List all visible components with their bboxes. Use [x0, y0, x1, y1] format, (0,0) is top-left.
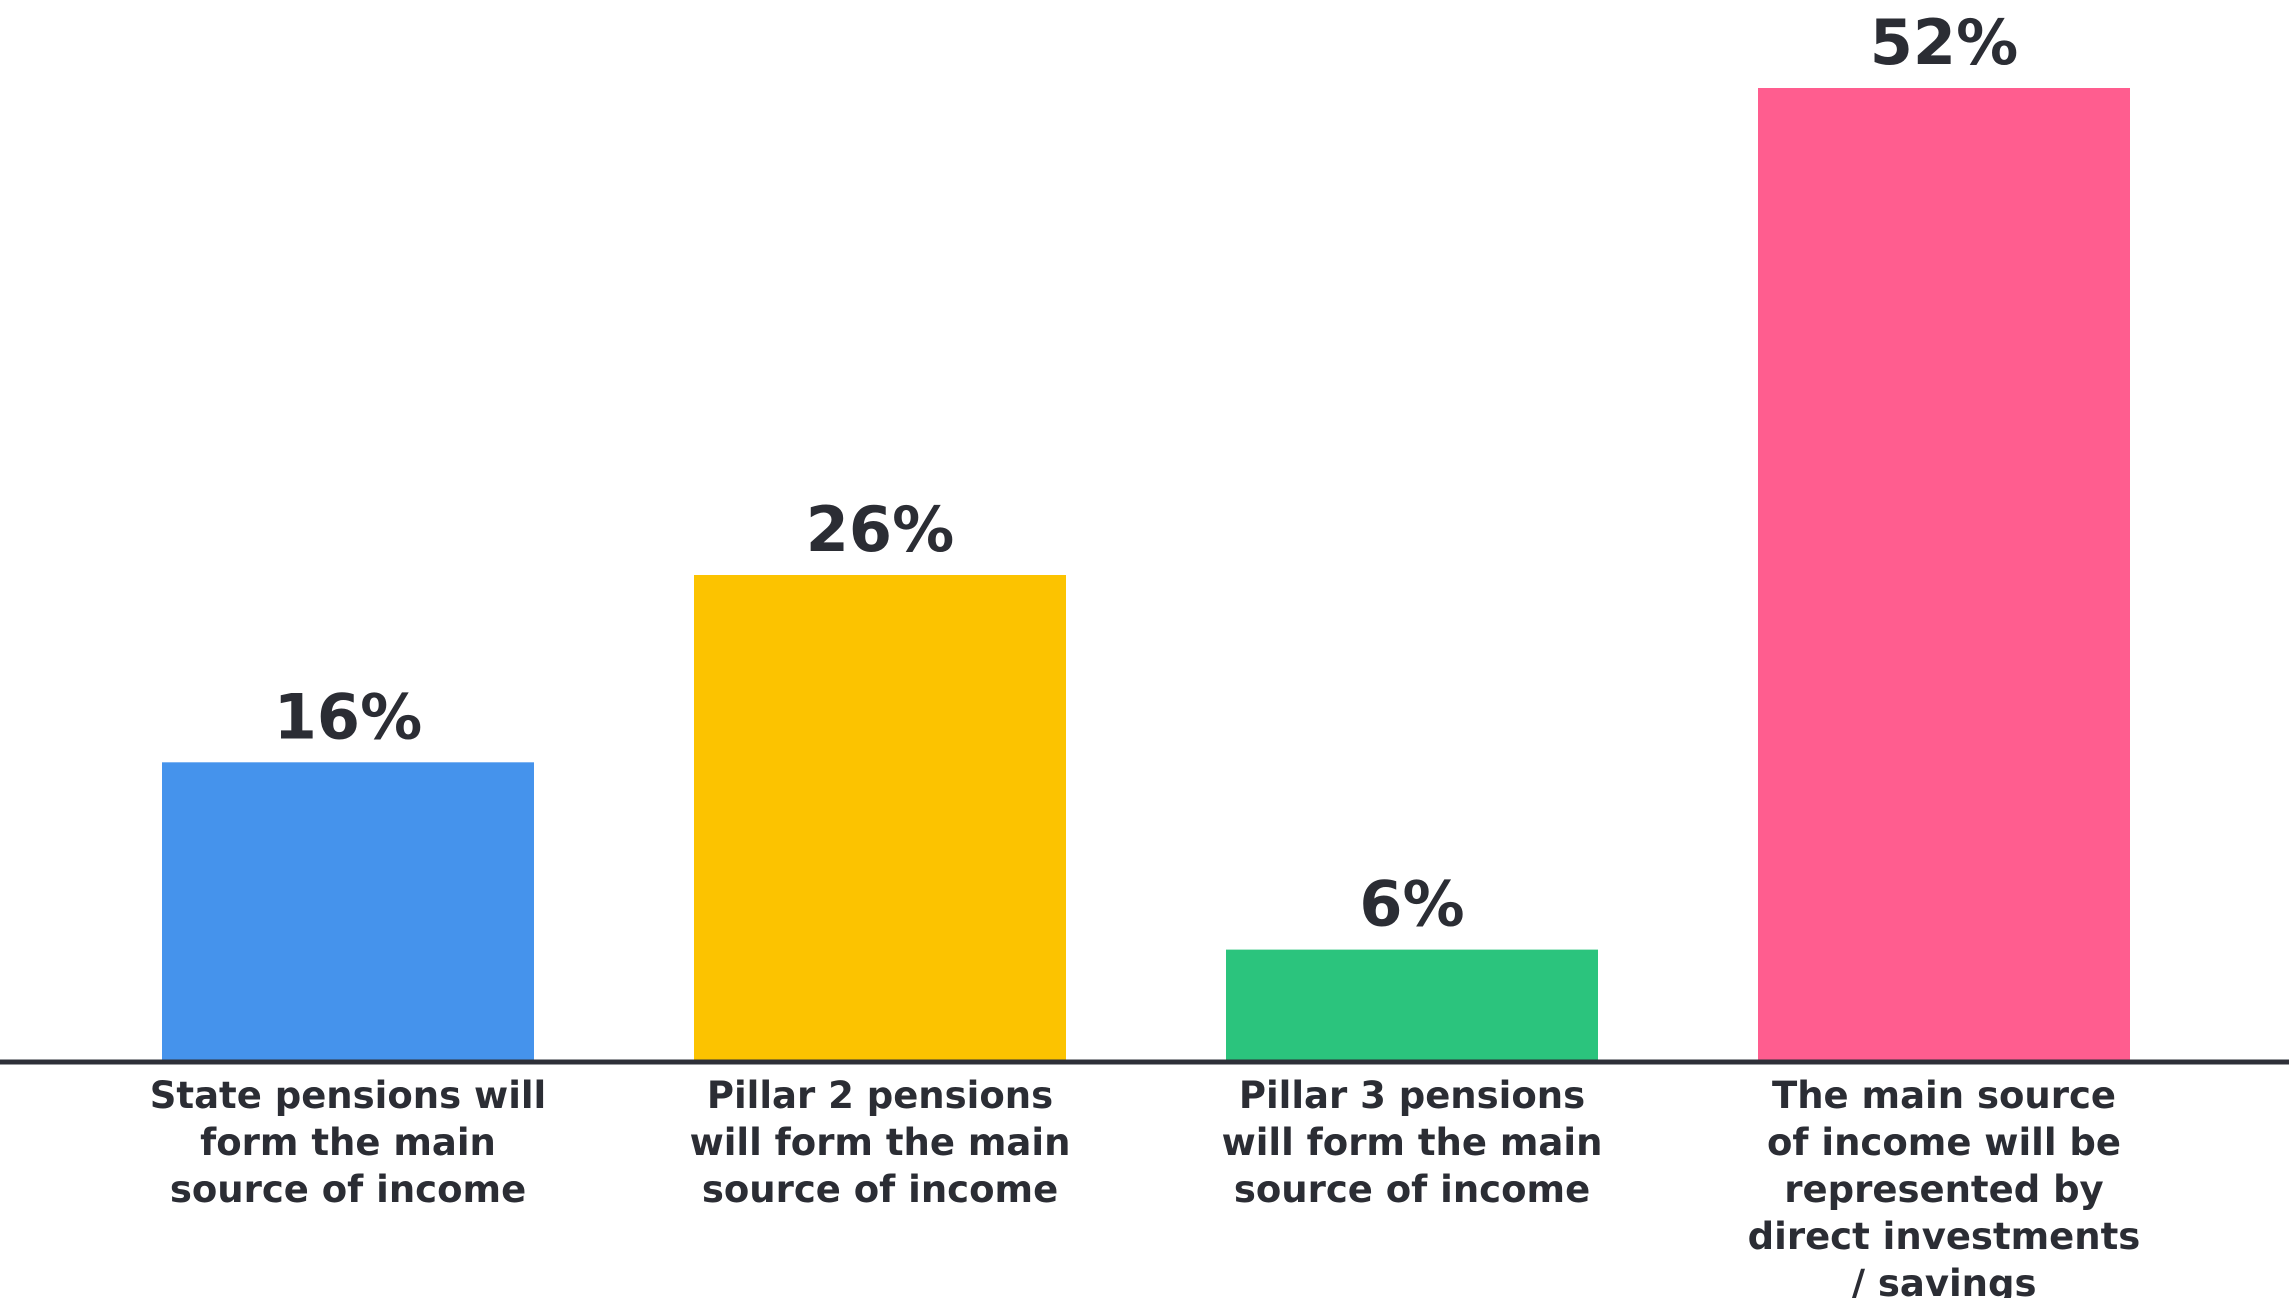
category-label-line: will form the main [1222, 1121, 1603, 1164]
value-label-3: 6% [1359, 868, 1464, 941]
category-label-line: source of income [170, 1168, 526, 1211]
value-label-1: 16% [274, 680, 422, 753]
category-label-line: The main source [1772, 1074, 2116, 1117]
category-label-line: / savings [1851, 1262, 2036, 1298]
category-labels-group: State pensions will form the main source o… [150, 1074, 2141, 1298]
bars-group [162, 88, 2130, 1062]
category-label-1: State pensions will form the main source o… [150, 1074, 547, 1211]
bar-2 [694, 575, 1066, 1062]
bar-3 [1226, 949, 1598, 1062]
category-label-4: The main source of income will be represen… [1748, 1074, 2141, 1298]
category-label-line: of income will be [1767, 1121, 2121, 1164]
category-label-line: form the main [200, 1121, 496, 1164]
value-label-4: 52% [1870, 6, 2018, 79]
bar-1 [162, 762, 534, 1062]
category-label-2: Pillar 2 pensions will form the main sourc… [690, 1074, 1071, 1211]
category-label-line: State pensions will [150, 1074, 547, 1117]
value-label-2: 26% [806, 493, 954, 566]
category-label-3: Pillar 3 pensions will form the main sourc… [1222, 1074, 1603, 1211]
bar-4 [1758, 88, 2130, 1062]
value-labels-group: 16% 26% 6% 52% [274, 6, 2018, 941]
category-label-line: Pillar 3 pensions [1239, 1074, 1585, 1117]
category-label-line: represented by [1784, 1168, 2103, 1211]
category-label-line: will form the main [690, 1121, 1071, 1164]
category-label-line: source of income [1234, 1168, 1590, 1211]
category-label-line: source of income [702, 1168, 1058, 1211]
category-label-line: direct investments [1748, 1215, 2141, 1258]
category-label-line: Pillar 2 pensions [707, 1074, 1053, 1117]
